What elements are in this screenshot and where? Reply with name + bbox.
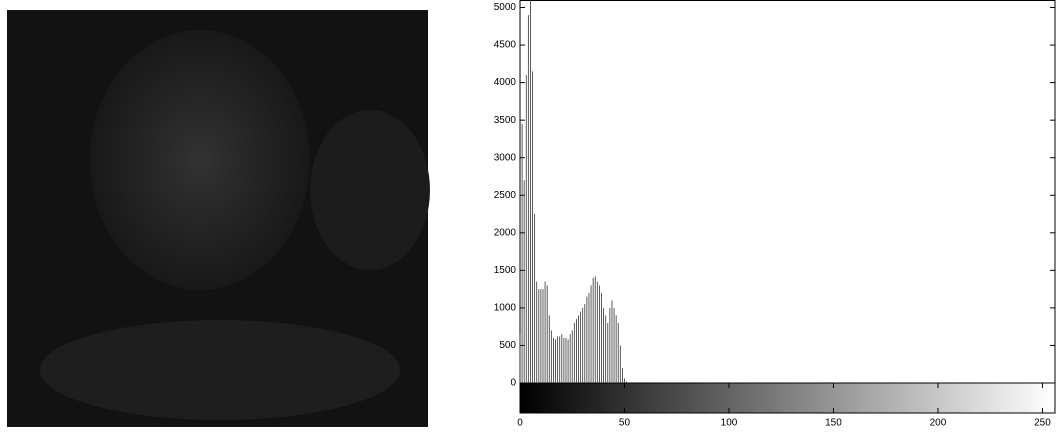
y-tick-label: 0 (510, 378, 516, 389)
y-tick-label: 3000 (494, 152, 517, 163)
bar (561, 334, 562, 383)
bar (593, 278, 594, 383)
bar (566, 338, 567, 383)
x-tick-label: 150 (825, 418, 842, 429)
bar (570, 334, 571, 383)
bar (572, 330, 573, 383)
bar (578, 315, 579, 383)
bar (557, 336, 558, 383)
colorbar (520, 383, 1055, 413)
bar (540, 289, 541, 383)
y-tick-label: 500 (499, 340, 516, 351)
bar (607, 323, 608, 383)
bar (584, 304, 585, 383)
x-tick-label: 200 (930, 418, 947, 429)
axes-box (520, 1, 1055, 414)
x-tick-label: 100 (721, 418, 738, 429)
bar (547, 285, 548, 383)
bar (538, 289, 539, 383)
y-tick-label: 2500 (494, 190, 517, 201)
x-tick-label: 0 (517, 418, 523, 429)
bar (616, 315, 617, 383)
bar (574, 323, 575, 383)
bar (622, 368, 623, 383)
bar (609, 308, 610, 383)
x-tick-label: 50 (619, 418, 631, 429)
bar (553, 338, 554, 383)
bar (624, 378, 625, 383)
bar (568, 339, 569, 383)
bar (551, 330, 552, 383)
bar (536, 282, 537, 383)
bar (612, 300, 613, 383)
bar (549, 315, 550, 383)
y-tick-label: 5000 (494, 2, 517, 13)
bar (526, 75, 527, 383)
bar (559, 336, 560, 383)
bar (620, 345, 621, 383)
bar (582, 308, 583, 383)
bar (595, 276, 596, 383)
bar (589, 293, 590, 383)
bar (599, 285, 600, 383)
y-tick-label: 3500 (494, 115, 517, 126)
bar (543, 289, 544, 383)
bar (532, 71, 533, 383)
bar (534, 214, 535, 383)
bar (530, 0, 531, 383)
bar (545, 282, 546, 383)
bar (626, 381, 627, 383)
y-tick-label: 4000 (494, 77, 517, 88)
bar (591, 285, 592, 383)
bar (555, 339, 556, 383)
bar (586, 297, 587, 383)
bar (614, 308, 615, 383)
bar (603, 308, 604, 383)
image (7, 10, 430, 427)
bar (520, 334, 521, 383)
bar (597, 282, 598, 383)
bar (522, 124, 523, 383)
bar (605, 315, 606, 383)
bar (576, 319, 577, 383)
bar (580, 312, 581, 383)
y-tick-label: 4500 (494, 40, 517, 51)
bar (601, 293, 602, 383)
y-tick-label: 2000 (494, 227, 517, 238)
bar (618, 323, 619, 383)
y-tick-label: 1500 (494, 265, 517, 276)
bar (528, 15, 529, 383)
bar (524, 180, 525, 383)
x-tick-label: 250 (1034, 418, 1051, 429)
y-tick-label: 1000 (494, 303, 517, 314)
bar (563, 338, 564, 383)
